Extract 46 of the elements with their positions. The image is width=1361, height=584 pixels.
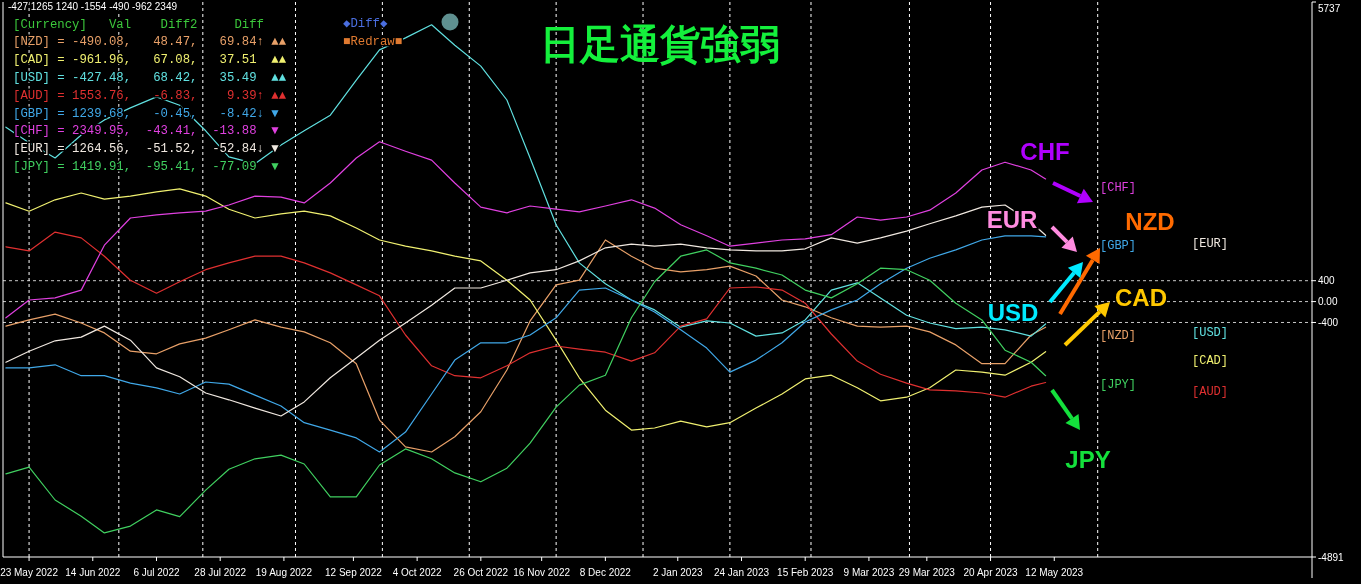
- text: [CAD] = -961.96, 67.08, 37.51 ▲▲: [13, 53, 287, 68]
- x-tick-label: 19 Aug 2022: [255, 567, 313, 578]
- y-tick-label: 0.00: [1318, 296, 1338, 308]
- annotation: CAD: [1115, 284, 1167, 311]
- x-tick-label: 2 Jan 2023: [653, 567, 703, 578]
- x-tick-label: 6 Jul 2022: [133, 567, 180, 578]
- y-tick-label: 5737: [1318, 2, 1341, 14]
- text: [NZD]: [1100, 329, 1137, 344]
- y-tick-label: -400: [1318, 316, 1339, 328]
- text: [JPY] = 1419.91, -95.41, -77.09 ▼: [13, 159, 279, 174]
- x-tick-label: 23 May 2022: [0, 567, 59, 578]
- text: [USD] = -427.48, 68.42, 35.49 ▲▲: [13, 70, 287, 85]
- annotation: USD: [987, 299, 1039, 326]
- x-tick-label: 15 Feb 2023: [777, 567, 834, 578]
- text: [EUR]: [1192, 237, 1229, 252]
- line-series: [5, 249, 1047, 534]
- text: [USD]: [1192, 326, 1229, 341]
- x-tick-label: 9 Mar 2023: [843, 567, 895, 578]
- x-tick-label: 28 Jul 2022: [194, 567, 247, 578]
- text: [CHF]: [1100, 180, 1137, 195]
- line-series: [5, 231, 1047, 398]
- x-tick-label: 14 Jun 2022: [65, 567, 121, 578]
- text: [CAD]: [1192, 353, 1229, 368]
- x-tick-label: 8 Dec 2022: [579, 567, 632, 578]
- x-tick-label: 16 Nov 2022: [513, 567, 571, 578]
- text: ◆Diff◆: [343, 17, 388, 31]
- text: [AUD]: [1192, 384, 1229, 399]
- x-tick-label: 12 Sep 2022: [325, 567, 383, 578]
- annotation: JPY: [1065, 446, 1111, 473]
- x-tick-label: 24 Jan 2023: [713, 567, 770, 578]
- text: [Currency] Val Diff2 Diff: [13, 17, 264, 32]
- text: -427 1265 1240 -1554 -490 -962 2349: [8, 1, 178, 12]
- x-tick-label: 20 Apr 2023: [963, 567, 1018, 578]
- text: [GBP]: [1100, 238, 1137, 253]
- x-tick-label: 12 May 2023: [1025, 567, 1084, 578]
- y-tick-label: 400: [1318, 275, 1336, 287]
- annotation: CHF: [1020, 138, 1070, 165]
- text: [NZD] = -490.08, 48.47, 69.84↑ ▲▲: [13, 35, 287, 50]
- annotation: NZD: [1125, 208, 1175, 235]
- y-tick-label: -4891: [1318, 551, 1345, 563]
- text: [JPY]: [1100, 377, 1137, 392]
- x-tick-label: 26 Oct 2022: [453, 567, 509, 578]
- text: 日足通貨強弱: [540, 21, 780, 67]
- text: [AUD] = 1553.76, -6.83, 9.39↑ ▲▲: [13, 88, 287, 103]
- x-tick-label: 29 Mar 2023: [898, 567, 956, 578]
- x-tick-label: 4 Oct 2022: [392, 567, 443, 578]
